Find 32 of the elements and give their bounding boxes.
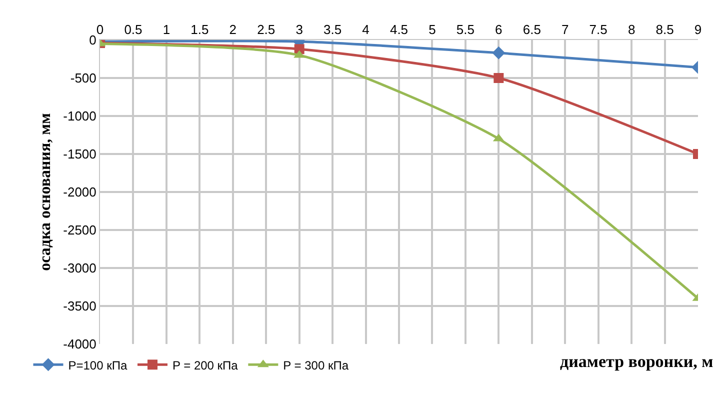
x-tick-label: 8 — [628, 22, 636, 37]
y-tick-label: -2000 — [63, 184, 96, 200]
x-tick-label: 8.5 — [656, 22, 674, 37]
y-tick-label: -3500 — [63, 298, 96, 314]
x-tick-label: 7 — [561, 22, 569, 37]
y-tick-label: -2500 — [63, 222, 96, 238]
x-tick-label: 1 — [162, 22, 170, 37]
x-tick-label: 4 — [362, 22, 370, 37]
x-tick-label: 6.5 — [522, 22, 541, 37]
x-tick-label: 0.5 — [124, 22, 142, 37]
x-tick-label: 2 — [229, 22, 237, 37]
x-tick-label: 6 — [495, 22, 502, 37]
x-tick-label: 5.5 — [456, 22, 474, 37]
x-tick-label: 3 — [296, 22, 303, 37]
y-tick-label: 0 — [89, 32, 96, 48]
x-tick-label: 2.5 — [257, 22, 276, 37]
x-axis-title: диаметр воронки, м — [560, 352, 714, 371]
y-tick-label: -4000 — [63, 336, 96, 352]
legend-label: P = 300 кПа — [283, 358, 349, 372]
y-tick-label: -1500 — [63, 146, 96, 162]
y-tick-label: -500 — [70, 70, 96, 86]
x-tick-label: 3.5 — [324, 22, 342, 37]
y-axis-title: осадка основания, мм — [37, 112, 54, 271]
y-tick-label: -3000 — [63, 260, 96, 276]
y-tick-label: -1000 — [63, 108, 96, 124]
x-tick-label: 5 — [428, 22, 436, 37]
x-tick-label: 9 — [694, 22, 702, 37]
x-tick-label: 4.5 — [390, 22, 408, 37]
legend-label: P = 200 кПа — [172, 358, 238, 372]
x-tick-label: 1.5 — [190, 22, 209, 37]
x-tick-label: 7.5 — [589, 22, 608, 37]
legend-label: P=100 кПа — [68, 358, 128, 372]
